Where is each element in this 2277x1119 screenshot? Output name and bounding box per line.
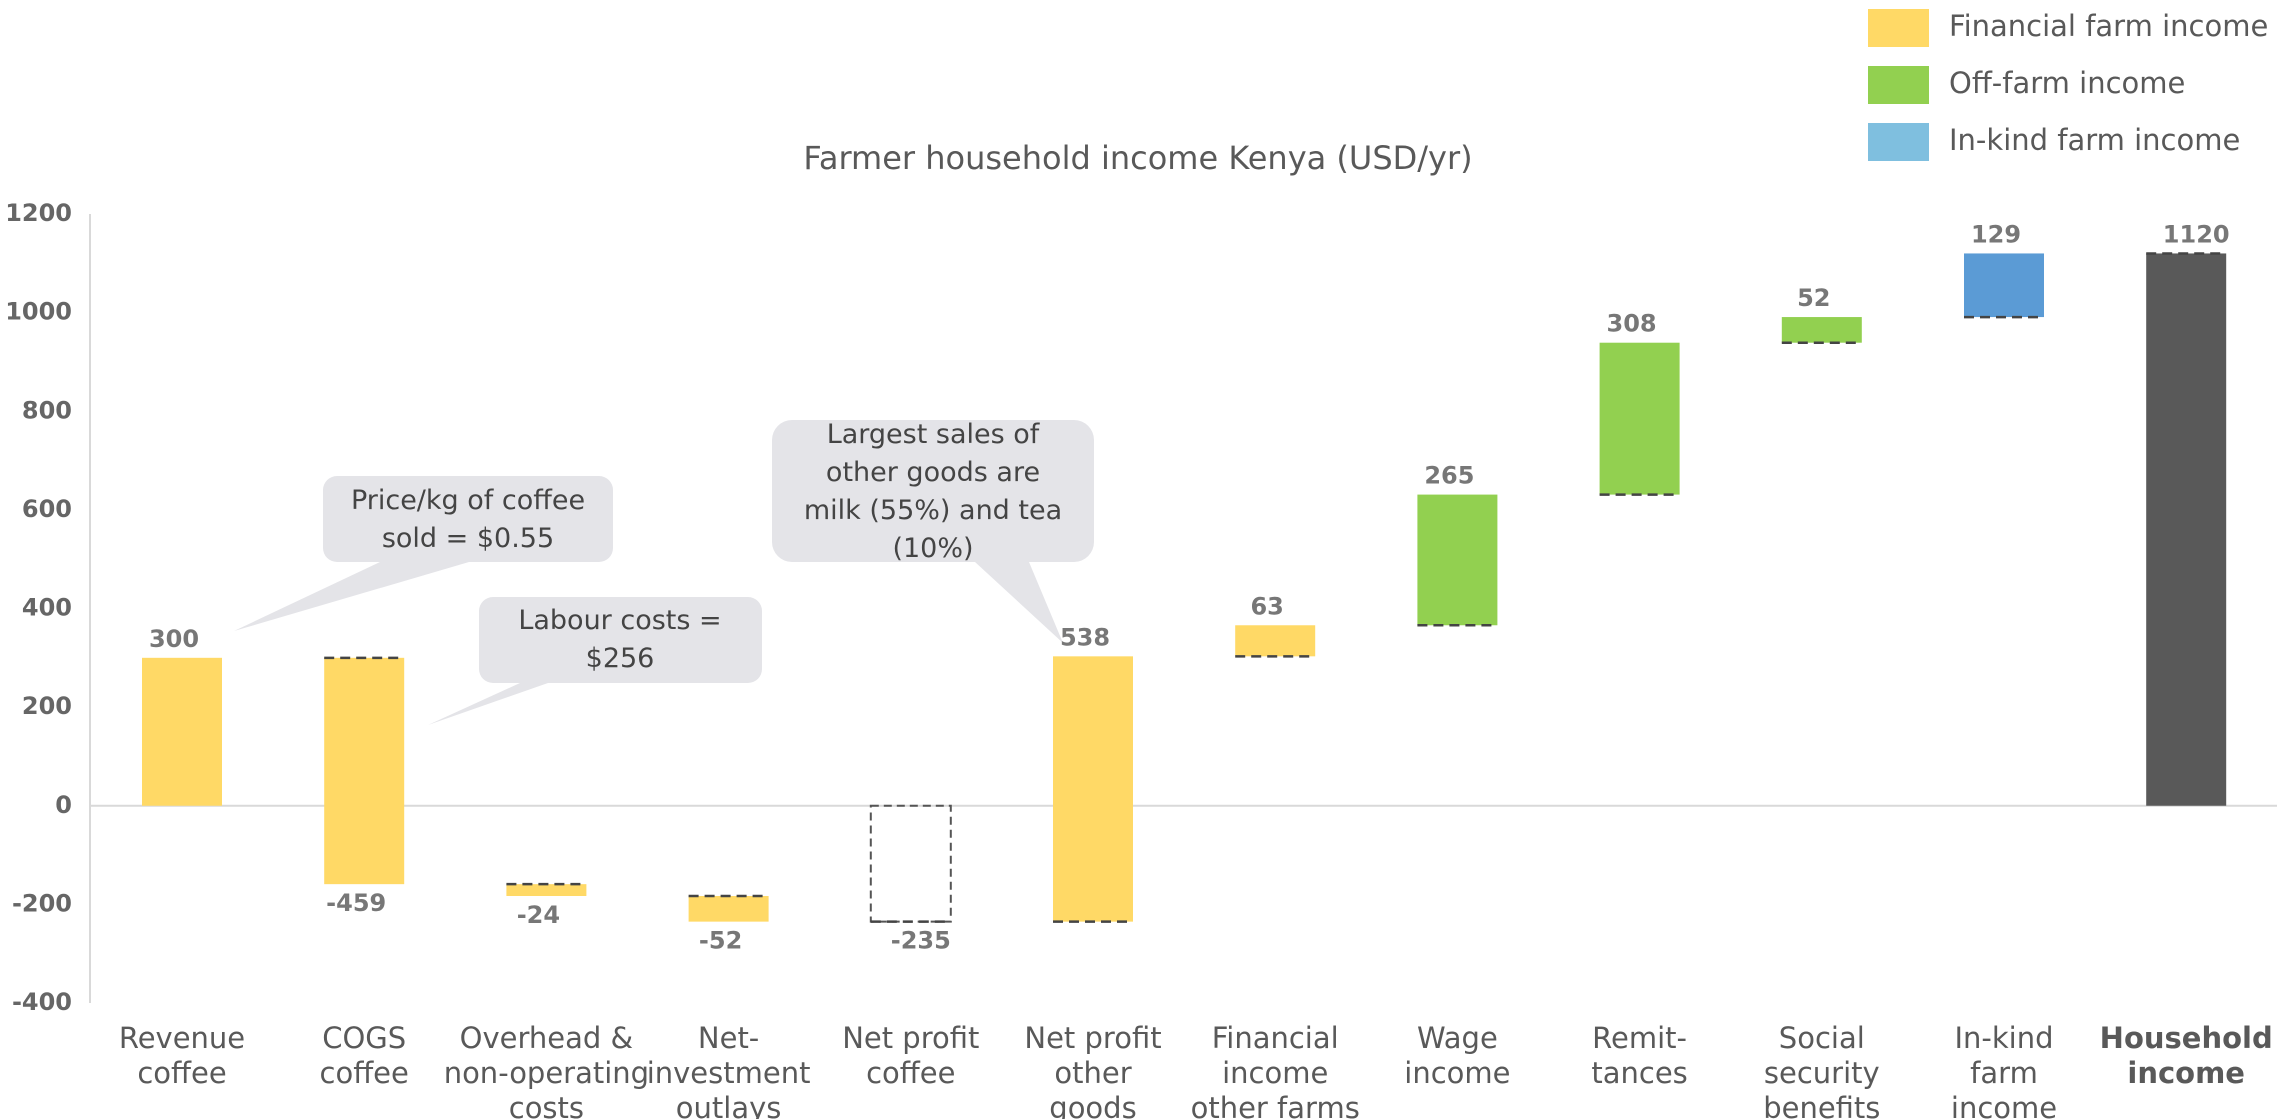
chart-title: Farmer household income Kenya (USD/yr) bbox=[803, 139, 1472, 177]
x-tick-label: Overhead & non-operating costs bbox=[444, 1021, 649, 1119]
value-label: -52 bbox=[699, 927, 742, 955]
callout-text: Largest sales of other goods are milk (55%… bbox=[804, 419, 1062, 564]
callout-shape bbox=[772, 420, 1094, 643]
x-tick-label: Wage income bbox=[1404, 1021, 1510, 1090]
x-tick-label: Net-investment outlays bbox=[647, 1021, 811, 1119]
x-tick-label: Financial income other farms bbox=[1191, 1021, 1360, 1119]
legend-swatch bbox=[1868, 123, 1929, 161]
value-label: 308 bbox=[1607, 310, 1657, 338]
y-tick-label: 1000 bbox=[5, 298, 72, 326]
value-label: 52 bbox=[1797, 284, 1830, 312]
x-tick-label: Net profit other goods bbox=[1024, 1021, 1161, 1119]
y-tick-label: 400 bbox=[22, 594, 72, 622]
bar bbox=[2146, 253, 2227, 806]
bar bbox=[1599, 342, 1680, 495]
y-tick-label: 0 bbox=[55, 791, 72, 819]
y-tick-label: 600 bbox=[22, 495, 72, 523]
value-label: 538 bbox=[1060, 623, 1110, 651]
legend-swatch bbox=[1868, 66, 1929, 104]
value-label: -235 bbox=[891, 927, 951, 955]
legend-swatch bbox=[1868, 9, 1929, 47]
value-label: 265 bbox=[1424, 462, 1474, 490]
x-tick-label: Social security benefits bbox=[1763, 1021, 1880, 1119]
value-label: 63 bbox=[1250, 592, 1283, 620]
x-tick-label: In-kind farm income bbox=[1951, 1021, 2057, 1119]
legend-label: Off-farm income bbox=[1949, 66, 2185, 100]
callout-text: Price/kg of coffee sold = $0.55 bbox=[351, 485, 585, 554]
y-tick-label: -200 bbox=[12, 889, 72, 917]
legend-label: In-kind farm income bbox=[1949, 123, 2240, 157]
bar bbox=[1781, 317, 1862, 343]
callout-text: Labour costs = $256 bbox=[518, 605, 721, 674]
bar bbox=[1964, 253, 2044, 318]
bar bbox=[688, 895, 769, 922]
value-label: 300 bbox=[149, 625, 199, 653]
bar bbox=[324, 657, 405, 885]
x-tick-label: Household income bbox=[2100, 1021, 2273, 1090]
x-tick-label: COGS coffee bbox=[320, 1021, 409, 1090]
bar bbox=[1235, 625, 1316, 657]
value-label: 129 bbox=[1971, 220, 2021, 248]
value-label: -24 bbox=[517, 901, 560, 929]
value-label: -459 bbox=[326, 889, 386, 917]
bar bbox=[1417, 494, 1498, 626]
x-tick-label: Net profit coffee bbox=[842, 1021, 979, 1090]
bar bbox=[506, 884, 587, 896]
value-label: 1120 bbox=[2163, 220, 2230, 248]
y-tick-label: 800 bbox=[22, 396, 72, 424]
x-tick-label: Remit-tances bbox=[1591, 1021, 1687, 1090]
x-tick-label: Revenue coffee bbox=[119, 1021, 245, 1090]
bar bbox=[142, 657, 222, 806]
callouts bbox=[234, 420, 1094, 725]
legend-label: Financial farm income bbox=[1949, 9, 2268, 43]
callout-shape bbox=[234, 476, 613, 631]
bar bbox=[1053, 656, 1133, 922]
y-tick-label: -400 bbox=[12, 988, 72, 1016]
callout-shape bbox=[428, 597, 762, 725]
bar bbox=[869, 804, 952, 923]
y-tick-label: 200 bbox=[22, 692, 72, 720]
y-tick-label: 1200 bbox=[5, 199, 72, 227]
